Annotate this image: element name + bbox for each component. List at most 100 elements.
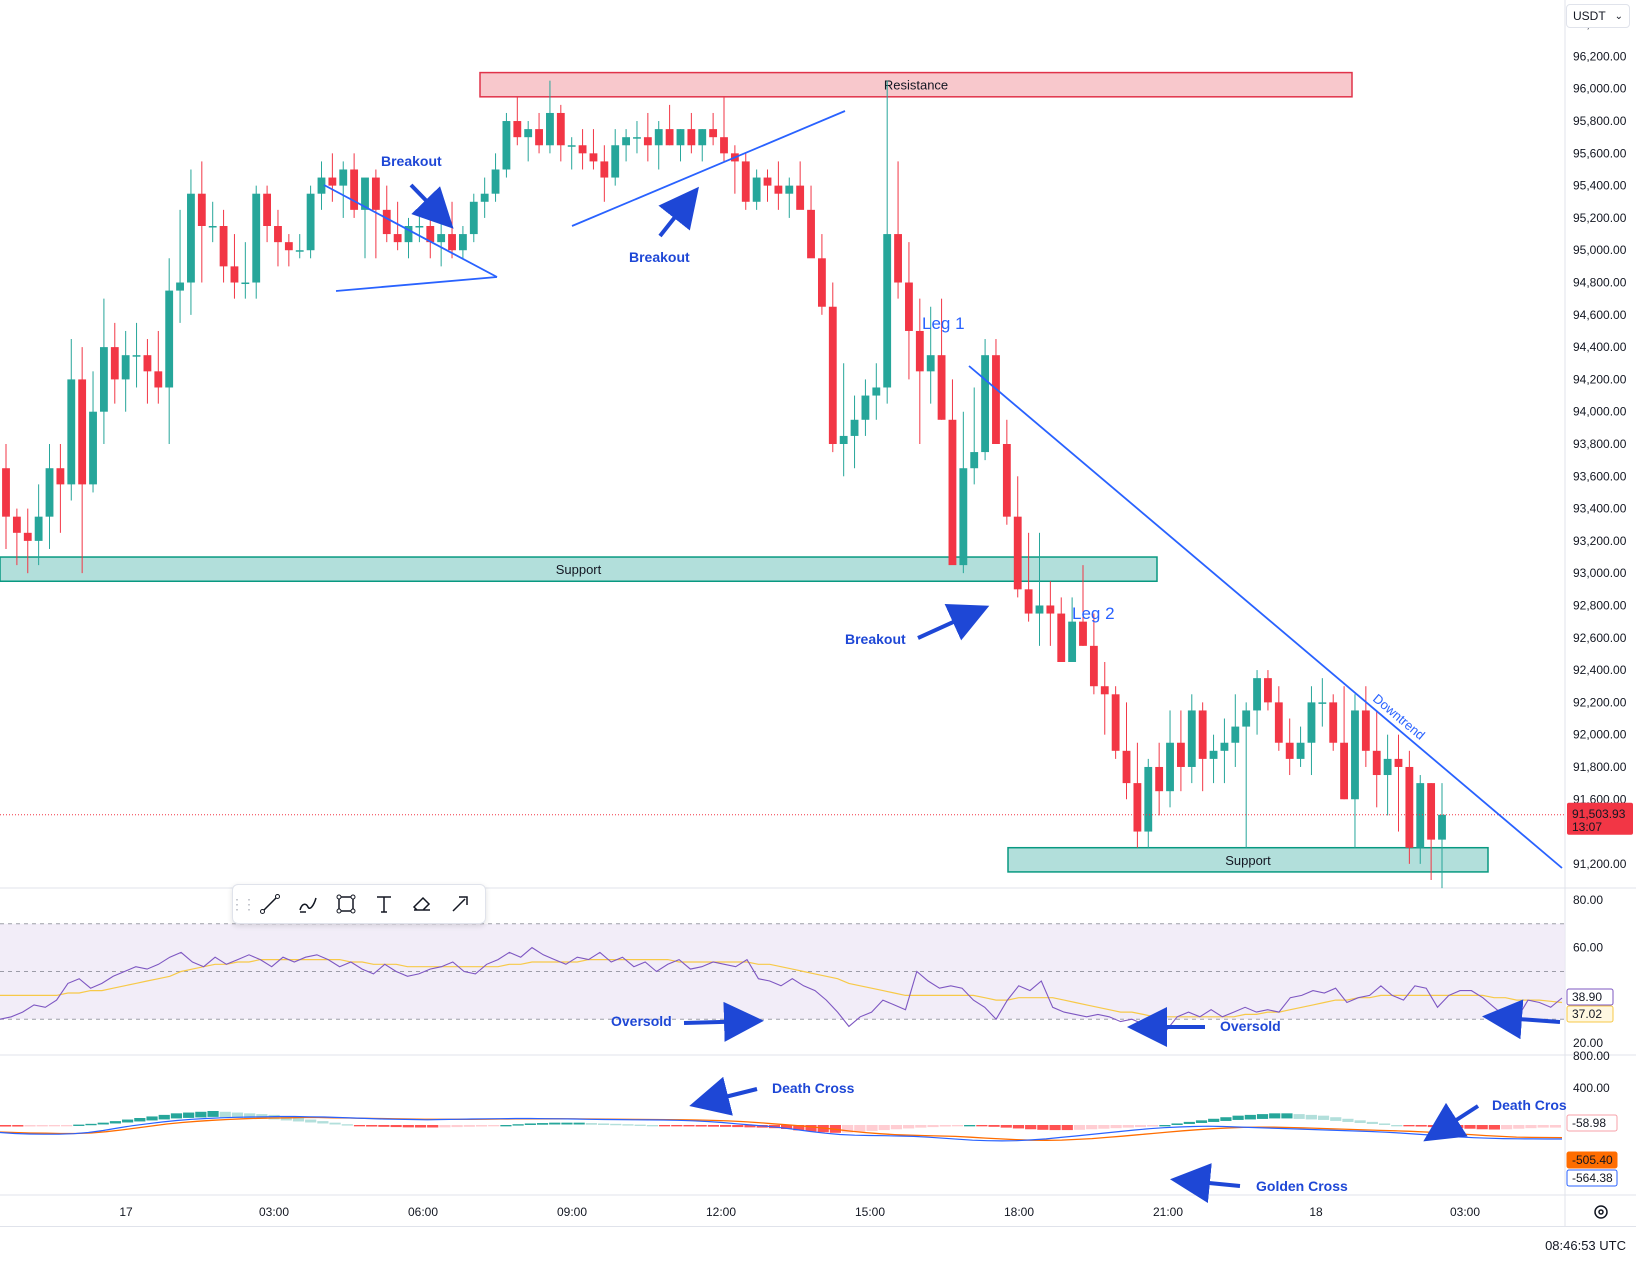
price-axis-label: 93,600.00 bbox=[1573, 469, 1627, 483]
candles-layer bbox=[0, 80, 1565, 889]
candle-body bbox=[611, 145, 620, 178]
time-axis[interactable]: 17 03:00 06:00 09:00 12:00 15:00 18:00 21:00 18 0… bbox=[119, 1205, 1480, 1219]
candle-body bbox=[415, 226, 424, 228]
macd-histogram-bar bbox=[1134, 1125, 1147, 1128]
macd-histogram-bar bbox=[402, 1125, 414, 1128]
drag-handle-icon[interactable]: ⋮⋮ bbox=[230, 895, 256, 912]
macd-histogram-bar bbox=[1195, 1120, 1208, 1123]
zone-label: Support bbox=[1225, 853, 1271, 868]
candle-body bbox=[643, 137, 652, 146]
macd-histogram-bar bbox=[1391, 1125, 1403, 1127]
macd-histogram-bar bbox=[719, 1125, 732, 1127]
macd-histogram-bar bbox=[1073, 1125, 1086, 1130]
macd-histogram-bar bbox=[903, 1125, 915, 1129]
currency-selector[interactable]: USDT ⌄ bbox=[1566, 4, 1630, 28]
price-axis-label: 91,600.00 bbox=[1573, 792, 1627, 806]
candle-body bbox=[1176, 742, 1185, 767]
macd-histogram-bar bbox=[48, 1125, 61, 1127]
drawings-layer bbox=[323, 110, 1563, 869]
annotation-label: Breakout bbox=[845, 631, 906, 647]
arrow-icon[interactable] bbox=[441, 885, 479, 923]
rsi-axis-label: 60.00 bbox=[1573, 941, 1603, 955]
candle-body bbox=[1198, 710, 1207, 759]
rsi-pane[interactable]: 80.00 60.00 20.00 38.90 37.02 bbox=[0, 893, 1614, 1050]
candle-body bbox=[1438, 814, 1446, 840]
candle-body bbox=[1416, 783, 1425, 848]
indicator-annotation: Oversold bbox=[1220, 1018, 1281, 1034]
time-axis-label: 18:00 bbox=[1004, 1205, 1034, 1219]
time-axis-label: 03:00 bbox=[259, 1205, 289, 1219]
candle-body bbox=[1242, 710, 1251, 727]
macd-histogram-bar bbox=[1049, 1125, 1061, 1131]
eraser-icon[interactable] bbox=[403, 885, 441, 923]
macd-histogram-bar bbox=[1122, 1125, 1134, 1128]
macd-histogram-bar bbox=[1171, 1123, 1183, 1125]
macd-histogram-bar bbox=[207, 1111, 219, 1117]
candle-body bbox=[1100, 686, 1109, 695]
currency-label: USDT bbox=[1573, 9, 1606, 23]
annotation-label: Breakout bbox=[629, 249, 690, 265]
macd-histogram-bar bbox=[1232, 1115, 1244, 1120]
indicator-annotation: Death Cros bbox=[1492, 1097, 1567, 1113]
macd-histogram-bar bbox=[781, 1125, 793, 1129]
macd-histogram-bar bbox=[890, 1125, 903, 1130]
macd-histogram-bar bbox=[561, 1122, 573, 1125]
brush-icon[interactable] bbox=[289, 885, 327, 923]
annotation-arrow bbox=[658, 186, 699, 238]
candle-body bbox=[469, 201, 478, 235]
price-axis-label: 94,600.00 bbox=[1573, 308, 1627, 322]
text-icon[interactable] bbox=[365, 885, 403, 923]
price-axis-label: 93,000.00 bbox=[1573, 566, 1627, 580]
trend-line-icon[interactable] bbox=[251, 885, 289, 923]
candle-body bbox=[328, 177, 337, 186]
macd-histogram-bar bbox=[1330, 1117, 1342, 1121]
trend-line bbox=[968, 365, 1563, 869]
macd-histogram-bar bbox=[512, 1124, 524, 1126]
macd-histogram-bar bbox=[1025, 1125, 1037, 1130]
candle-body bbox=[252, 193, 261, 283]
price-axis-label: 91,800.00 bbox=[1573, 760, 1627, 774]
macd-histogram-bar bbox=[1500, 1125, 1513, 1130]
price-axis-label: 95,800.00 bbox=[1573, 114, 1627, 128]
macd-histogram-bar bbox=[1159, 1125, 1171, 1127]
macd-histogram-bar bbox=[305, 1119, 317, 1123]
macd-histogram-bar bbox=[451, 1125, 463, 1128]
macd-histogram-bar bbox=[646, 1125, 658, 1127]
candle-body bbox=[34, 516, 43, 541]
candle-body bbox=[1296, 742, 1305, 759]
candle-body bbox=[741, 161, 750, 202]
macd-histogram-bar bbox=[707, 1125, 719, 1127]
macd-axis-label: 800.00 bbox=[1573, 1049, 1610, 1063]
macd-histogram-bar bbox=[671, 1125, 683, 1127]
candle-body bbox=[426, 226, 435, 243]
macd-histogram-bar bbox=[658, 1125, 671, 1127]
macd-histogram-bar bbox=[524, 1123, 536, 1125]
macd-histogram-bar bbox=[109, 1121, 122, 1124]
zone-label: Resistance bbox=[884, 78, 948, 93]
candle-body bbox=[817, 258, 826, 307]
drawing-toolbar[interactable]: ⋮⋮ bbox=[230, 884, 486, 924]
candle-body bbox=[513, 121, 522, 138]
macd-histogram-bar bbox=[85, 1123, 97, 1126]
candle-body bbox=[556, 112, 565, 146]
candle-body bbox=[132, 355, 141, 357]
price-axis[interactable]: 96,400.0096,200.0096,000.0095,800.0095,6… bbox=[1567, 17, 1633, 871]
macd-histogram-bar bbox=[500, 1125, 512, 1127]
time-axis-label: 12:00 bbox=[706, 1205, 736, 1219]
rsi-line bbox=[0, 946, 1563, 1032]
candle-body bbox=[1394, 758, 1403, 767]
rsi-axis-label: 20.00 bbox=[1573, 1036, 1603, 1050]
macd-histogram-bar bbox=[585, 1123, 597, 1125]
price-axis-label: 92,400.00 bbox=[1573, 663, 1627, 677]
rectangle-icon[interactable] bbox=[327, 885, 365, 923]
macd-histogram-bar bbox=[939, 1125, 951, 1127]
macd-histogram-bar bbox=[1269, 1113, 1281, 1119]
macd-histogram-bar bbox=[231, 1112, 244, 1118]
macd-histogram-bar bbox=[1403, 1125, 1415, 1127]
gear-icon[interactable] bbox=[1594, 1205, 1608, 1219]
price-axis-label: 95,000.00 bbox=[1573, 243, 1627, 257]
macd-histogram-bar bbox=[1244, 1114, 1256, 1120]
